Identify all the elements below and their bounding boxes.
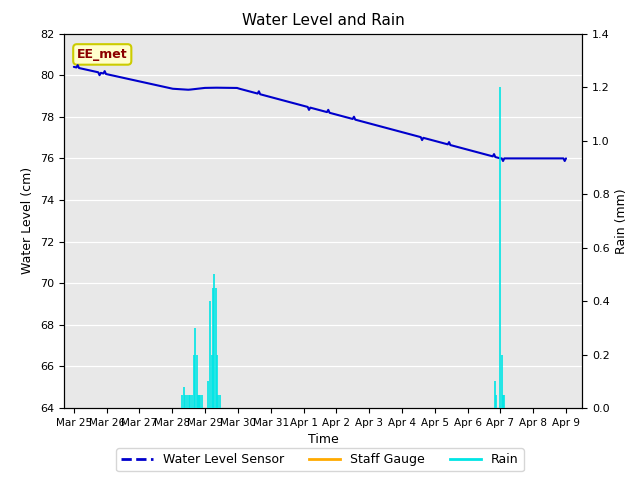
Text: EE_met: EE_met xyxy=(77,48,127,61)
Y-axis label: Water Level (cm): Water Level (cm) xyxy=(22,167,35,275)
Y-axis label: Rain (mm): Rain (mm) xyxy=(616,188,628,253)
X-axis label: Time: Time xyxy=(308,433,339,446)
Legend: Water Level Sensor, Staff Gauge, Rain: Water Level Sensor, Staff Gauge, Rain xyxy=(116,448,524,471)
Title: Water Level and Rain: Water Level and Rain xyxy=(242,13,404,28)
